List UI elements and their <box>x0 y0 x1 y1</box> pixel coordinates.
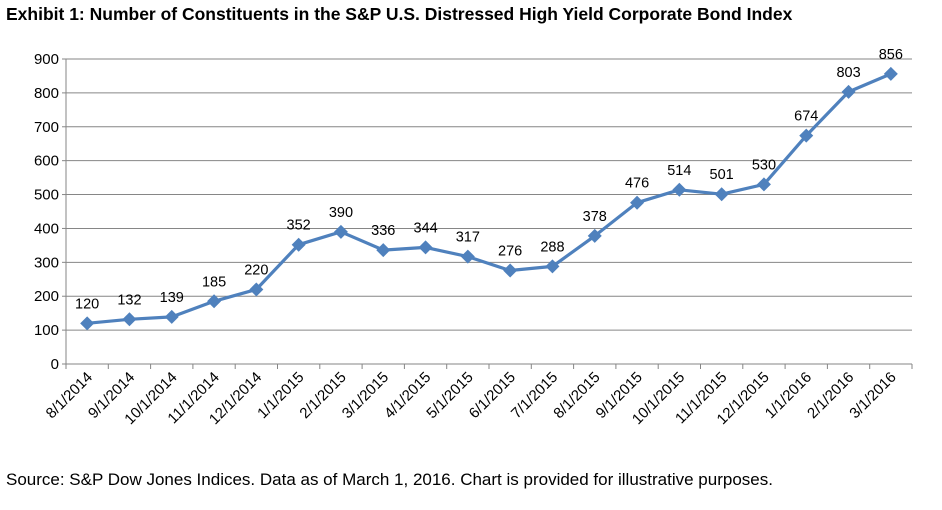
data-label: 132 <box>117 292 141 308</box>
data-label: 390 <box>329 205 353 221</box>
y-tick-label: 900 <box>34 51 59 68</box>
data-point-marker <box>460 249 475 264</box>
data-label: 344 <box>413 220 437 236</box>
data-label: 674 <box>794 109 818 125</box>
series-line-path <box>87 72 892 325</box>
y-tick-label: 200 <box>34 288 59 305</box>
data-point-marker <box>630 195 645 210</box>
data-point-marker <box>672 182 687 197</box>
data-label: 317 <box>456 230 480 246</box>
data-label: 514 <box>667 163 691 179</box>
axes <box>62 58 913 369</box>
y-tick-label: 100 <box>34 322 59 339</box>
data-point-marker <box>376 243 391 258</box>
data-point-marker <box>503 263 518 278</box>
data-point-marker <box>291 237 306 252</box>
line-chart: 120 132 139 185 220 352 390 336 344 317 276 288 378 4… <box>34 47 913 428</box>
y-tick-label: 300 <box>34 254 59 271</box>
data-label: 501 <box>710 167 734 183</box>
data-label: 288 <box>540 239 564 255</box>
data-point-marker <box>249 282 264 297</box>
data-label: 856 <box>879 47 903 63</box>
data-point-marker <box>164 309 179 324</box>
series-line <box>87 72 892 325</box>
y-tick-labels: 0 100 200 300 400 500 600 700 800 900 <box>34 51 59 373</box>
data-point-marker <box>756 177 771 192</box>
data-label: 336 <box>371 223 395 239</box>
series-markers <box>80 66 898 331</box>
y-tick-label: 600 <box>34 153 59 170</box>
data-label: 139 <box>160 290 184 306</box>
chart-title: Exhibit 1: Number of Constituents in the… <box>6 4 793 24</box>
data-point-marker <box>333 224 348 239</box>
y-tick-label: 0 <box>51 356 59 373</box>
gridlines <box>66 58 912 331</box>
y-tick-label: 800 <box>34 85 59 102</box>
data-point-marker <box>207 294 222 309</box>
data-label: 803 <box>836 65 860 81</box>
data-point-marker <box>587 228 602 243</box>
data-point-marker <box>841 84 856 99</box>
source-note: Source: S&P Dow Jones Indices. Data as o… <box>6 470 773 489</box>
data-point-marker <box>714 187 729 202</box>
data-point-marker <box>883 66 898 81</box>
data-label: 276 <box>498 243 522 259</box>
data-label: 378 <box>583 209 607 225</box>
data-point-marker <box>122 312 137 327</box>
data-label: 530 <box>752 157 776 173</box>
data-point-marker <box>80 316 95 331</box>
y-tick-label: 500 <box>34 187 59 204</box>
y-tick-label: 700 <box>34 119 59 136</box>
data-point-marker <box>799 128 814 143</box>
data-label: 352 <box>287 218 311 234</box>
x-tick-label: 3/1/2016 <box>846 369 899 422</box>
data-label: 120 <box>75 296 99 312</box>
data-labels: 120 132 139 185 220 352 390 336 344 317 276 288 378 4… <box>75 47 903 312</box>
x-tick-labels: 8/1/20149/1/201410/1/201411/1/201412/1/2… <box>43 369 900 428</box>
data-label: 220 <box>244 262 268 278</box>
data-point-marker <box>545 259 560 274</box>
data-label: 185 <box>202 274 226 290</box>
data-label: 476 <box>625 176 649 192</box>
y-tick-label: 400 <box>34 220 59 237</box>
data-point-marker <box>418 240 433 255</box>
